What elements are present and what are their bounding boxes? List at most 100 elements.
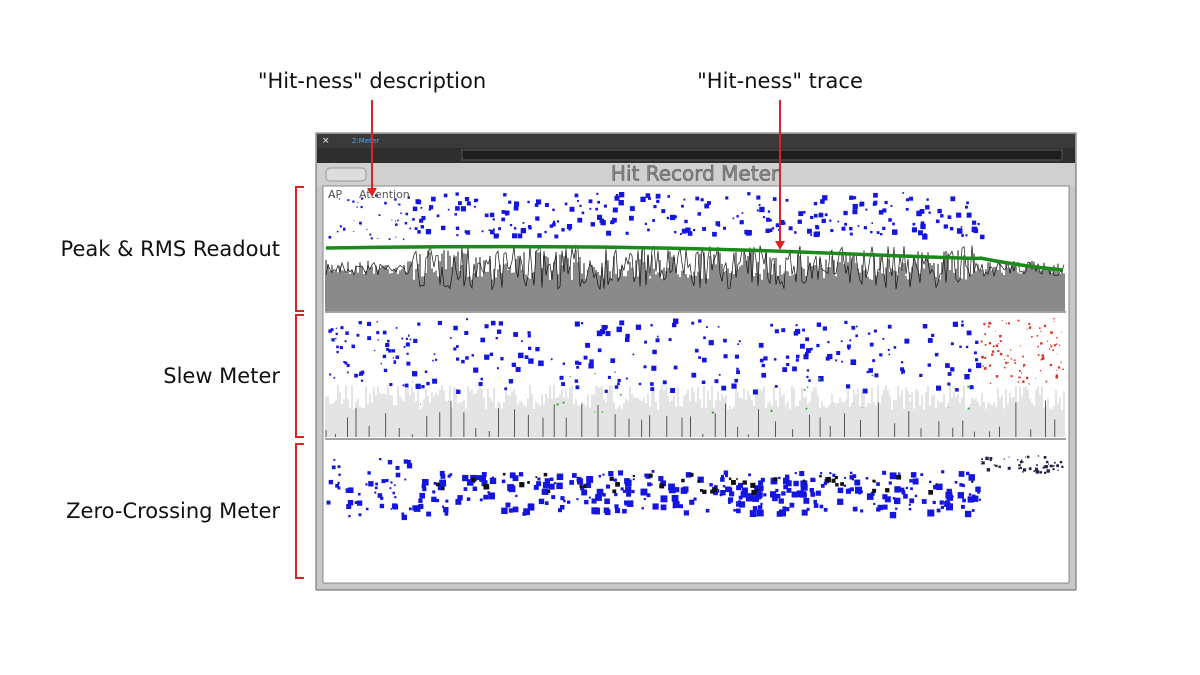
dot: [682, 486, 689, 493]
dot: [442, 505, 445, 508]
dot: [941, 470, 945, 474]
dot: [421, 216, 426, 221]
dot: [620, 487, 624, 491]
dot: [866, 370, 869, 374]
dot: [622, 489, 626, 493]
dot: [732, 217, 735, 220]
bracket: [295, 314, 304, 438]
dot: [961, 504, 965, 509]
dot: [463, 487, 468, 491]
dot: [448, 401, 449, 402]
dot: [1046, 469, 1050, 473]
dot: [572, 473, 577, 478]
dot: [432, 490, 436, 494]
dot: [353, 220, 355, 222]
dot: [796, 354, 800, 359]
dot: [491, 476, 494, 479]
dot: [581, 322, 584, 325]
dot: [731, 480, 736, 485]
dot: [629, 206, 635, 211]
dot: [544, 230, 547, 234]
dot: [943, 224, 948, 229]
dot: [1020, 372, 1023, 374]
dot: [758, 204, 761, 206]
dot: [422, 479, 429, 486]
dot: [1051, 465, 1054, 468]
dot: [959, 345, 962, 348]
dot: [834, 475, 838, 480]
dot: [508, 200, 512, 204]
dot: [922, 324, 928, 329]
dot: [792, 366, 797, 372]
dot: [736, 508, 741, 514]
dot: [656, 199, 660, 203]
dot: [405, 337, 408, 340]
dot: [901, 369, 905, 374]
tab-title[interactable]: 2:Meter: [352, 137, 379, 145]
dot: [660, 495, 668, 503]
close-button[interactable]: ✕: [322, 137, 330, 147]
header-button[interactable]: [325, 167, 367, 182]
dot: [465, 230, 471, 235]
dot: [608, 471, 614, 477]
dot: [882, 208, 887, 213]
dot: [1040, 342, 1043, 345]
dot: [1019, 370, 1021, 372]
dot: [1013, 359, 1016, 362]
dot: [977, 222, 980, 226]
dot: [901, 490, 906, 495]
dot: [712, 231, 717, 237]
dot: [385, 342, 390, 348]
dot: [758, 480, 764, 486]
dot: [502, 472, 506, 476]
dot: [1050, 464, 1053, 468]
dot: [967, 496, 974, 503]
dot: [887, 348, 890, 351]
dot: [803, 354, 809, 360]
dot: [870, 230, 873, 234]
dot: [728, 477, 732, 481]
dot: [981, 461, 985, 465]
dot: [742, 480, 747, 485]
dot: [774, 385, 778, 388]
dot: [456, 389, 461, 394]
dot: [412, 218, 415, 221]
dot: [1042, 466, 1045, 469]
dot: [786, 487, 792, 493]
dot: [904, 338, 910, 344]
dot: [554, 234, 559, 239]
dot: [419, 492, 425, 499]
dot: [450, 337, 452, 339]
dot: [481, 472, 487, 477]
dot: [504, 210, 510, 216]
dot: [911, 227, 917, 233]
dot: [346, 371, 349, 374]
dot: [693, 228, 696, 232]
dot: [370, 237, 373, 240]
dot: [936, 483, 943, 490]
dot: [595, 207, 598, 211]
dot: [394, 198, 397, 201]
dot: [544, 478, 550, 484]
dot: [403, 346, 406, 348]
dot: [465, 356, 469, 360]
dot: [761, 363, 765, 368]
dot: [395, 327, 398, 329]
toolbar-field[interactable]: [461, 149, 1063, 161]
annotation-label: "Hit-ness" trace: [697, 69, 863, 93]
dot: [625, 333, 630, 339]
dot: [528, 358, 534, 364]
dot: [615, 508, 621, 514]
dot: [892, 229, 898, 235]
dot: [377, 493, 383, 498]
dot: [425, 229, 432, 235]
dot: [345, 331, 349, 335]
dot: [908, 503, 911, 506]
dot: [520, 228, 526, 234]
dot: [455, 498, 462, 505]
dot: [556, 220, 560, 223]
dot: [900, 487, 905, 492]
dot: [1056, 337, 1058, 339]
dot: [395, 355, 400, 359]
dot: [604, 498, 610, 505]
